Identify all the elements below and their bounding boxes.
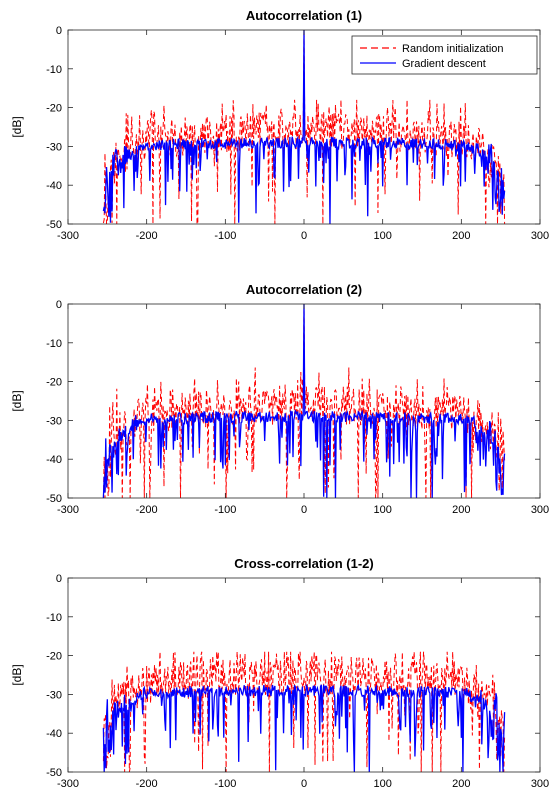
- y-tick-label: -10: [46, 338, 62, 350]
- y-tick-label: -50: [46, 219, 62, 231]
- panel-2: Autocorrelation (2)[dB]-300 -200 -100 0 100 2…: [10, 282, 549, 516]
- x-tick-label: 300: [531, 778, 549, 790]
- x-tick-label: 300: [531, 230, 549, 242]
- x-tick-label: 100: [373, 504, 391, 516]
- y-tick-label: -30: [46, 415, 62, 427]
- y-axis-label: [dB]: [10, 116, 24, 137]
- panel-3: Cross-correlation (1-2)[dB]-300 -200 -100 0…: [10, 556, 549, 790]
- x-tick-label: 0: [301, 230, 307, 242]
- y-tick-label: -50: [46, 767, 62, 779]
- legend-box: [351, 35, 538, 75]
- y-tick-label: 0: [56, 573, 62, 585]
- y-tick-label: -30: [46, 141, 62, 153]
- y-tick-label: -40: [46, 454, 62, 466]
- x-tick-label: 200: [452, 778, 470, 790]
- legend-label: Random initialization: [402, 43, 504, 55]
- chart-title: Cross-correlation (1-2): [234, 556, 373, 571]
- y-tick-label: -10: [46, 612, 62, 624]
- y-axis-label: [dB]: [10, 390, 24, 411]
- chart-title: Autocorrelation (1): [246, 8, 362, 23]
- y-tick-label: -50: [46, 493, 62, 505]
- x-tick-label: 100: [373, 230, 391, 242]
- y-tick-label: 0: [56, 25, 62, 37]
- x-tick-label: -300: [57, 504, 79, 516]
- x-tick-label: -200: [136, 230, 158, 242]
- chart-title: Autocorrelation (2): [246, 282, 362, 297]
- x-tick-label: -300: [57, 230, 79, 242]
- y-tick-label: 0: [56, 299, 62, 311]
- x-tick-label: -100: [214, 778, 236, 790]
- x-tick-label: 200: [452, 504, 470, 516]
- x-tick-label: -100: [214, 230, 236, 242]
- y-tick-label: -10: [46, 64, 62, 76]
- y-tick-label: -20: [46, 103, 62, 115]
- y-tick-label: -20: [46, 377, 62, 389]
- x-tick-label: -200: [136, 778, 158, 790]
- x-tick-label: 0: [301, 778, 307, 790]
- x-tick-label: -300: [57, 778, 79, 790]
- x-tick-label: 100: [373, 778, 391, 790]
- x-tick-label: 300: [531, 504, 549, 516]
- x-tick-label: -100: [214, 504, 236, 516]
- x-tick-label: 200: [452, 230, 470, 242]
- series-line-random-initialization: [102, 651, 506, 772]
- y-tick-label: -40: [46, 180, 62, 192]
- legend-label: Gradient descent: [402, 58, 486, 70]
- y-axis-label: [dB]: [10, 664, 24, 685]
- axes-box: [67, 577, 541, 773]
- x-tick-label: 0: [301, 504, 307, 516]
- y-tick-label: -30: [46, 689, 62, 701]
- y-tick-label: -20: [46, 651, 62, 663]
- panel-1: Autocorrelation (1)[dB]-300 -200 -100 0 100 2…: [10, 8, 549, 242]
- y-tick-label: -40: [46, 728, 62, 740]
- x-tick-label: -200: [136, 504, 158, 516]
- series-line-gradient-descent: [102, 683, 506, 772]
